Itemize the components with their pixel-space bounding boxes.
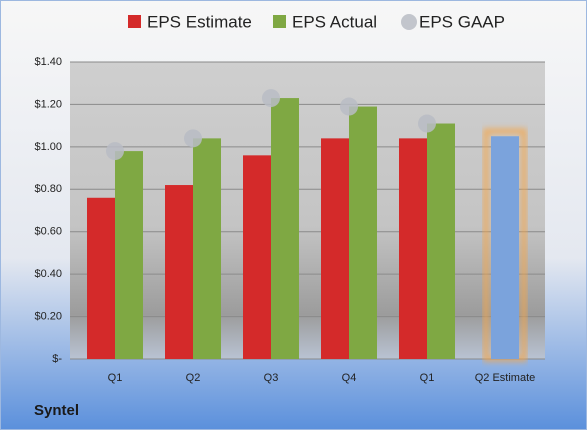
gaap-dot xyxy=(340,97,358,116)
legend-label: EPS Estimate xyxy=(147,12,252,31)
y-tick-label: $0.40 xyxy=(34,268,62,280)
x-tick-label: Q1 xyxy=(108,372,123,384)
gaap-dot xyxy=(184,129,202,148)
x-tick-label: Q3 xyxy=(264,372,279,384)
legend-label: EPS GAAP xyxy=(419,12,505,31)
bar xyxy=(491,136,519,359)
y-tick-label: $- xyxy=(52,353,62,365)
legend-swatch xyxy=(401,14,417,30)
bar xyxy=(399,138,427,359)
y-tick-label: $0.60 xyxy=(34,226,62,238)
bar xyxy=(427,123,455,360)
y-tick-label: $1.40 xyxy=(34,56,62,68)
gaap-dot xyxy=(262,89,280,108)
bar xyxy=(271,98,299,360)
bar xyxy=(115,151,143,359)
legend-swatch xyxy=(273,15,286,28)
gaap-dot xyxy=(106,142,124,161)
plot-area xyxy=(70,62,545,359)
chart-title: Syntel xyxy=(34,402,79,419)
y-tick-label: $0.20 xyxy=(34,310,62,322)
x-tick-label: Q4 xyxy=(342,372,357,384)
legend-swatch xyxy=(128,15,141,28)
y-tick-label: $1.00 xyxy=(34,141,62,153)
bar xyxy=(243,155,271,359)
legend-label: EPS Actual xyxy=(292,12,377,31)
bar xyxy=(349,106,377,359)
y-tick-label: $0.80 xyxy=(34,183,62,195)
bar xyxy=(193,138,221,359)
bar xyxy=(321,138,349,359)
x-tick-label: Q1 xyxy=(420,372,435,384)
y-tick-label: $1.20 xyxy=(34,98,62,110)
x-tick-label: Q2 Estimate xyxy=(475,372,536,384)
bar xyxy=(87,197,115,359)
x-tick-label: Q2 xyxy=(186,372,201,384)
bar xyxy=(165,185,193,359)
gaap-dot xyxy=(418,114,436,133)
